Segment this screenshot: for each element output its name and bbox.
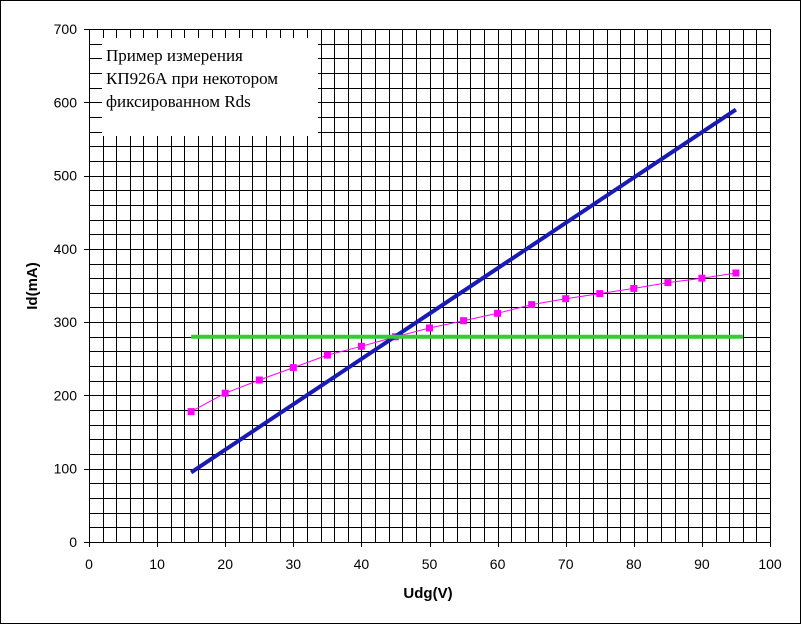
x-tick-label: 70 [558,556,574,572]
annotation-line: фиксированном Rds [106,92,251,111]
x-tick-label: 50 [422,556,438,572]
data-point [494,309,502,317]
x-tick-label: 10 [149,556,165,572]
data-point [732,269,740,277]
reference-line [189,107,738,475]
x-tick-label: 0 [85,556,93,572]
data-point [255,376,263,384]
data-point [187,408,195,416]
data-point [596,290,604,298]
x-tick-label: 40 [354,556,370,572]
y-tick-label: 500 [54,168,78,184]
x-tick-label: 30 [286,556,302,572]
data-point [630,284,638,292]
x-axis-title: Udg(V) [403,585,452,602]
data-point [323,351,331,359]
series [187,107,743,475]
data-point [357,342,365,350]
tick-labels: 0 10 20 30 40 50 60 70 80 90 100 0 100 200 300 400 500 60… [54,21,782,572]
x-tick-label: 80 [626,556,642,572]
annotation-background [102,38,318,136]
data-point [426,324,433,332]
x-tick-label: 60 [490,556,506,572]
annotation-line: Пример измерения [106,46,243,65]
data-point [698,274,706,282]
x-tick-label: 90 [694,556,710,572]
y-tick-label: 700 [54,21,78,37]
y-tick-label: 100 [54,461,78,477]
y-axis-title: Id(mA) [24,262,41,310]
data-point [221,389,229,397]
annotation-box: Пример измерения КП926А при некотором фи… [102,38,318,136]
x-tick-label: 100 [758,556,782,572]
y-tick-label: 400 [54,241,78,257]
y-tick-label: 600 [54,94,78,110]
data-point [528,301,536,309]
y-tick-label: 200 [54,387,78,403]
y-tick-label: 0 [69,534,77,550]
data-point [562,295,570,303]
data-point [664,279,672,287]
x-tick-label: 20 [217,556,233,572]
y-tick-label: 300 [54,314,78,330]
data-point [289,364,297,372]
annotation-line: КП926А при некотором [106,69,278,88]
data-point [460,317,468,325]
axes [84,29,771,547]
